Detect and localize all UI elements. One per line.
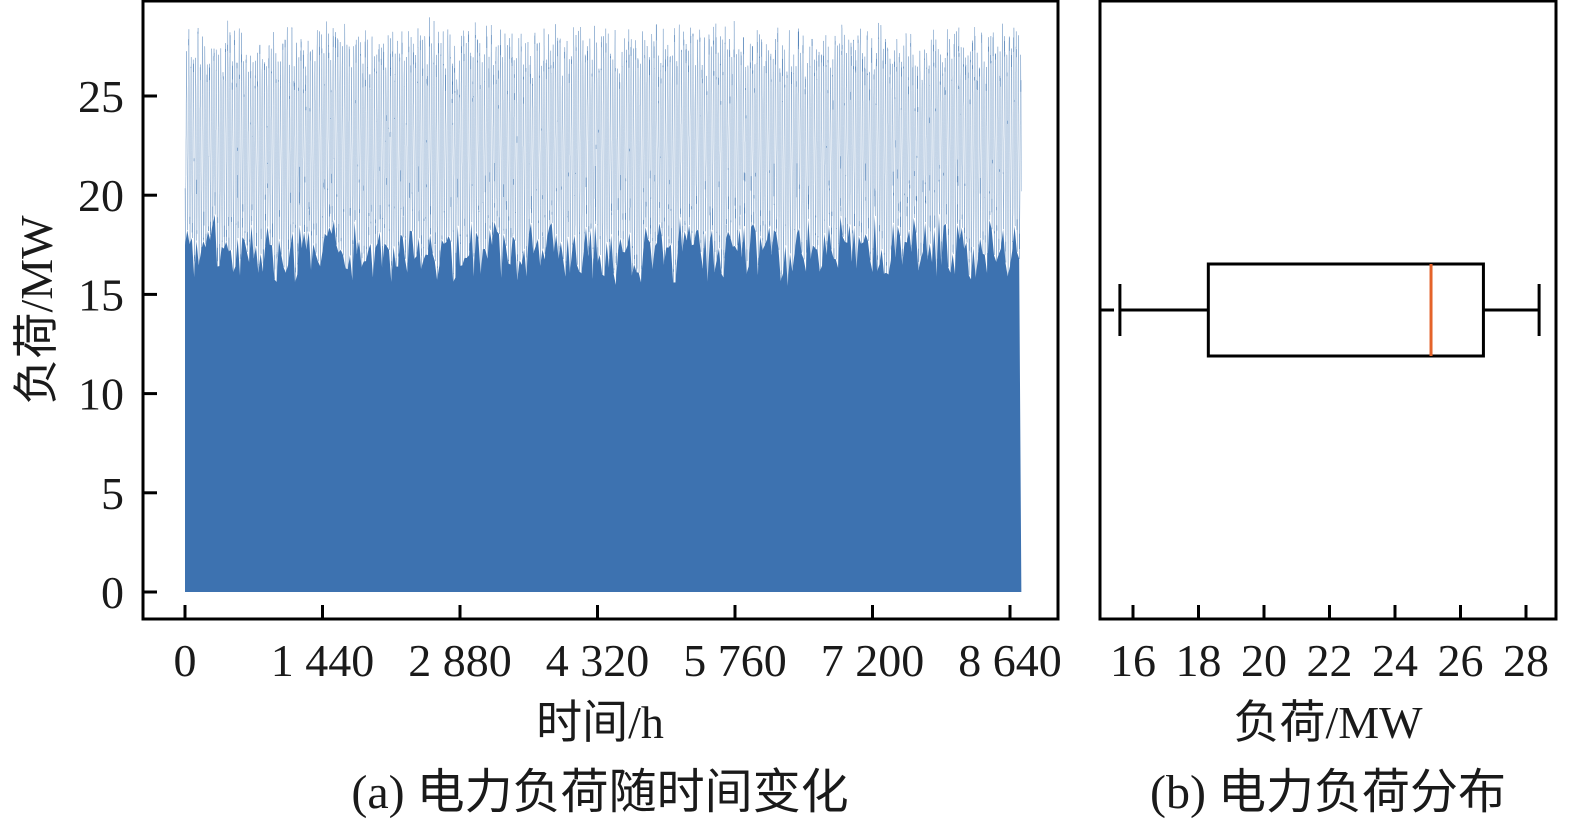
load-series-line <box>184 17 1022 286</box>
panel-a-caption: (a) 电力负荷随时间变化 <box>351 766 848 819</box>
x-tick-label: 2 880 <box>408 635 512 686</box>
panel-b-boxplot <box>1100 262 1541 358</box>
x-tick-label: 7 200 <box>821 635 925 686</box>
x-tick-label: 28 <box>1503 635 1549 686</box>
y-tick-label: 25 <box>78 71 124 122</box>
x-tick-label: 8 640 <box>958 635 1062 686</box>
panel-b-load-distribution: 16 18 20 22 24 26 28 负荷/MW (b) 电力负荷分布 <box>1098 0 1558 819</box>
panel-a-load-over-time: 0 1 440 2 880 4 320 5 760 7 200 8 640 0 5 10 15 20… <box>11 0 1062 819</box>
x-tick-label: 22 <box>1307 635 1353 686</box>
panel-a-x-ticks: 0 1 440 2 880 4 320 5 760 7 200 8 640 <box>174 605 1062 686</box>
y-tick-label: 5 <box>101 468 124 519</box>
x-tick-label: 1 440 <box>271 635 375 686</box>
panel-a-x-axis-title: 时间/h <box>536 697 664 748</box>
x-tick-label: 24 <box>1372 635 1418 686</box>
panel-b-x-axis-title: 负荷/MW <box>1233 697 1423 748</box>
panel-a-frame <box>141 0 1060 621</box>
panel-a-plot-area <box>184 17 1022 593</box>
y-tick-label: 0 <box>101 567 124 618</box>
panel-b-caption: (b) 电力负荷分布 <box>1150 766 1506 819</box>
y-tick-label: 15 <box>78 269 124 320</box>
panel-b-x-ticks: 16 18 20 22 24 26 28 <box>1110 605 1549 686</box>
x-tick-label: 26 <box>1438 635 1484 686</box>
iqr-box <box>1206 262 1485 358</box>
load-series-base <box>185 214 1022 593</box>
panel-a-y-axis-title: 负荷/MW <box>11 215 62 405</box>
panel-a-y-ticks: 0 5 10 15 20 25 <box>78 71 157 618</box>
x-tick-label: 4 320 <box>546 635 650 686</box>
x-tick-label: 5 760 <box>683 635 787 686</box>
x-tick-label: 0 <box>174 635 197 686</box>
x-tick-label: 20 <box>1241 635 1287 686</box>
x-tick-label: 18 <box>1176 635 1222 686</box>
y-tick-label: 10 <box>78 369 124 420</box>
y-tick-label: 20 <box>78 170 124 221</box>
x-tick-label: 16 <box>1110 635 1156 686</box>
